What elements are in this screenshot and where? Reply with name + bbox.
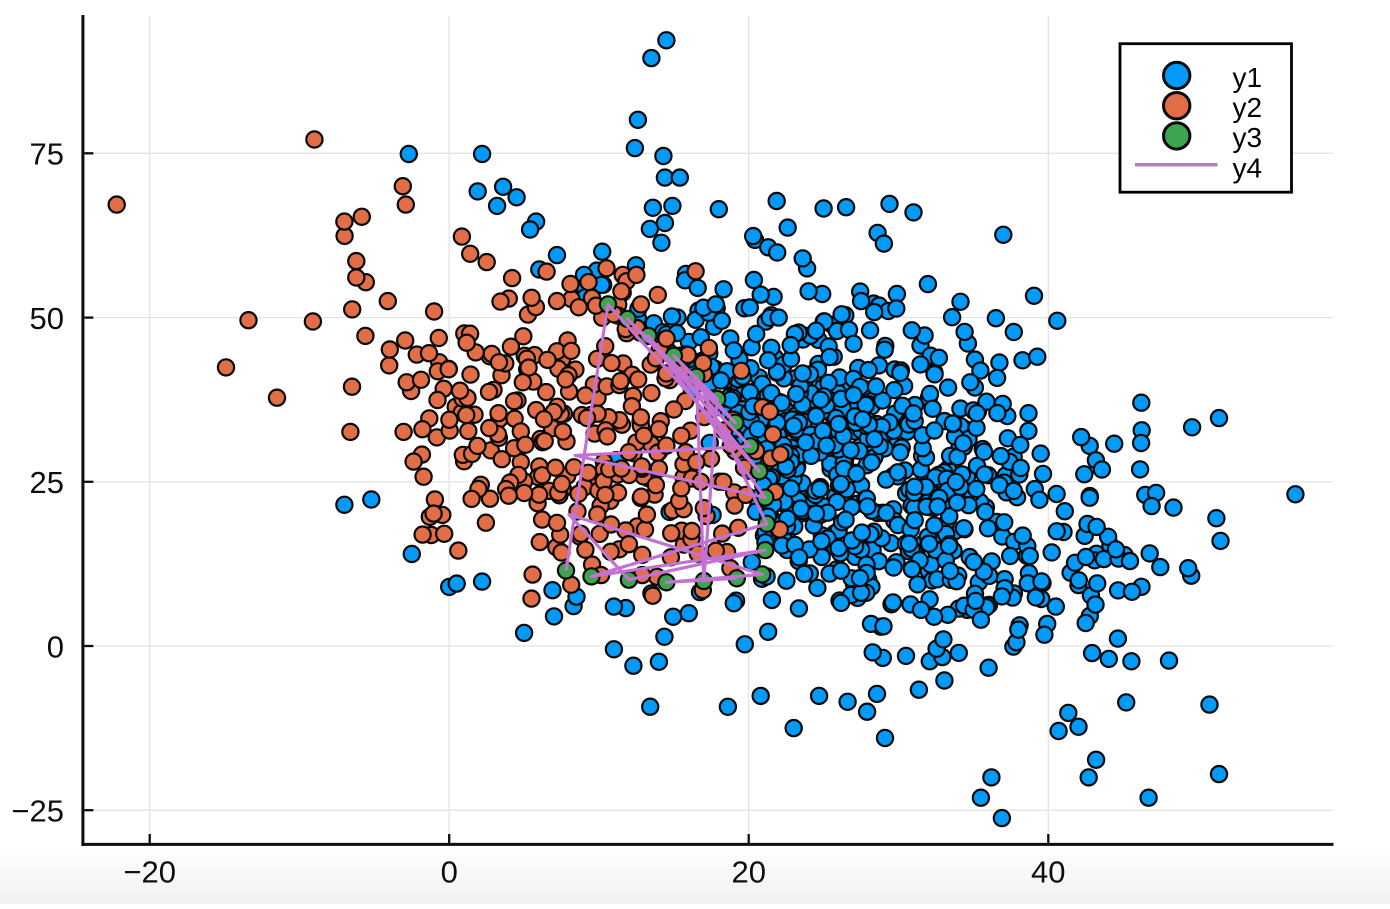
svg-text:0: 0: [47, 629, 64, 664]
svg-text:0: 0: [441, 855, 458, 890]
svg-text:y4: y4: [1233, 152, 1263, 183]
svg-text:75: 75: [30, 137, 64, 172]
svg-text:50: 50: [30, 301, 64, 336]
svg-text:20: 20: [731, 855, 765, 890]
svg-text:25: 25: [30, 465, 64, 500]
svg-text:y3: y3: [1233, 122, 1263, 153]
svg-text:−20: −20: [123, 855, 176, 890]
svg-text:−25: −25: [11, 794, 64, 829]
svg-text:40: 40: [1031, 855, 1065, 890]
svg-text:y1: y1: [1233, 62, 1263, 93]
svg-text:y2: y2: [1233, 92, 1263, 123]
